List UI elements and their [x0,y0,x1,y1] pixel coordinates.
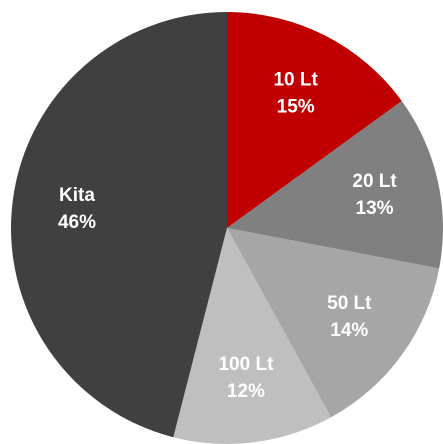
slice-label: 20 Lt [352,171,397,192]
slice-label: 10 Lt [273,69,318,90]
slice-label: 100 Lt [218,354,274,375]
pie-slice [227,228,440,418]
slice-value-label: 14% [330,320,368,341]
slice-value-label: 13% [356,198,394,219]
slice-value-label: 12% [227,381,265,402]
pie-slice [173,228,332,444]
pie-slice [227,101,443,269]
slice-value-label: 46% [58,212,96,233]
pie-slice [227,12,402,228]
slice-value-label: 15% [277,96,315,117]
slice-label: 50 Lt [327,293,372,314]
pie-slice [11,12,228,438]
slice-label: Kita [59,185,95,206]
